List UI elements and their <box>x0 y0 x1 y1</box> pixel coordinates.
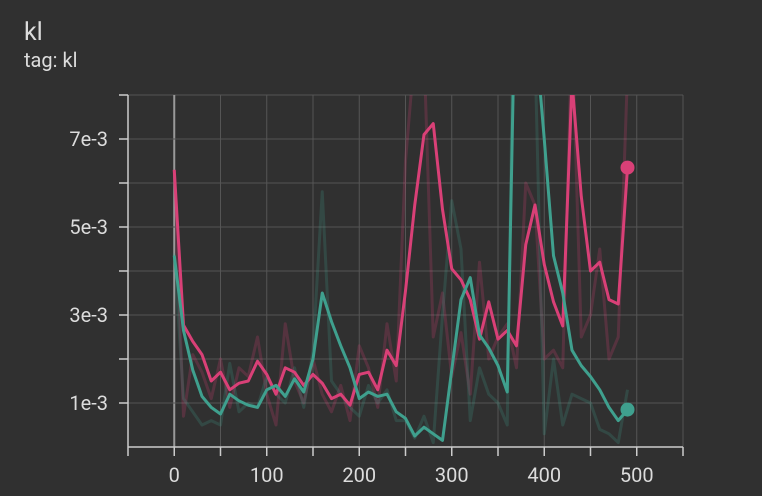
chart-subtitle: tag: kl <box>24 48 77 72</box>
end-marker <box>620 160 635 175</box>
x-tick-label: 100 <box>250 463 284 487</box>
plot-area <box>172 95 629 445</box>
axes: 0 100 200 300 400 500 1e-3 3e-3 5e-3 7e-3 <box>69 94 684 487</box>
y-tick-label: 7e-3 <box>69 127 108 151</box>
x-tick-label: 200 <box>342 463 376 487</box>
series-line <box>172 95 629 442</box>
y-tick-label: 5e-3 <box>69 215 108 239</box>
end-marker <box>620 402 635 417</box>
x-tick-label: 0 <box>169 463 180 487</box>
x-tick-label: 500 <box>620 463 654 487</box>
x-tick-label: 400 <box>527 463 561 487</box>
series-line <box>172 95 629 445</box>
series-line <box>172 95 629 407</box>
series-line <box>172 95 629 427</box>
y-tick-label: 3e-3 <box>69 303 108 327</box>
y-tick-label: 1e-3 <box>69 391 108 415</box>
chart-title: kl <box>24 18 43 47</box>
x-tick-label: 300 <box>435 463 469 487</box>
